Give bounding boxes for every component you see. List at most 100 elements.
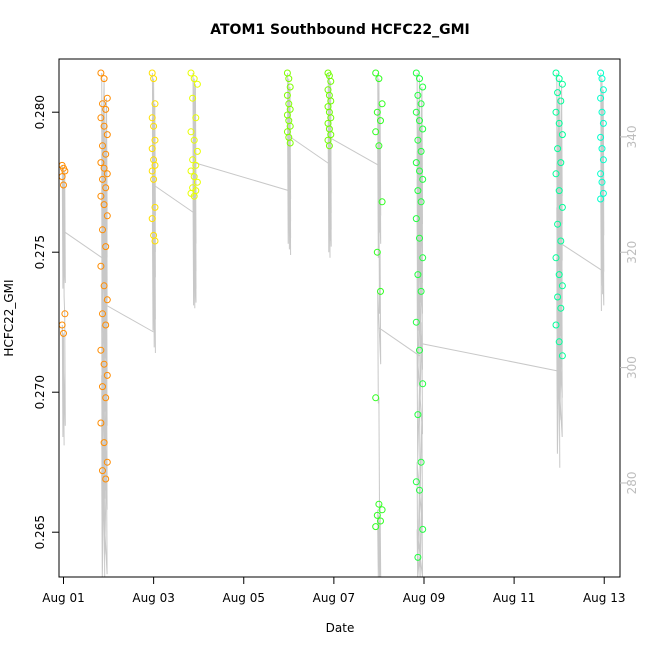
data-point bbox=[412, 318, 420, 326]
data-point bbox=[557, 304, 565, 312]
data-point bbox=[192, 161, 200, 169]
transit-line bbox=[103, 303, 154, 333]
data-point bbox=[102, 394, 110, 402]
data-point bbox=[557, 159, 565, 167]
y-tick-label: 0.270 bbox=[33, 375, 47, 409]
data-point bbox=[151, 136, 159, 144]
data-point bbox=[558, 352, 566, 360]
data-point bbox=[377, 117, 384, 125]
x-tick-label: Aug 09 bbox=[403, 591, 446, 605]
x-tick-label: Aug 07 bbox=[313, 591, 356, 605]
data-point bbox=[552, 170, 560, 178]
flight-track-line bbox=[327, 72, 332, 258]
data-point bbox=[414, 553, 422, 561]
data-point bbox=[150, 75, 158, 83]
data-point bbox=[412, 69, 420, 77]
data-point bbox=[150, 175, 158, 183]
y-axis-label: HCFC22_GMI bbox=[2, 279, 16, 356]
data-point bbox=[373, 511, 381, 519]
data-point bbox=[61, 310, 69, 318]
data-point bbox=[419, 380, 427, 388]
data-point bbox=[99, 310, 106, 318]
data-point bbox=[417, 147, 425, 155]
data-point bbox=[148, 114, 156, 122]
data-point bbox=[103, 458, 111, 466]
data-point bbox=[412, 478, 420, 486]
data-point bbox=[599, 119, 607, 127]
data-point bbox=[555, 271, 563, 279]
data-point bbox=[190, 136, 198, 144]
x-tick-label: Aug 13 bbox=[583, 591, 626, 605]
y-tick-label: 0.265 bbox=[33, 515, 47, 549]
data-point bbox=[417, 458, 425, 466]
data-point bbox=[190, 173, 198, 181]
flight-track-line bbox=[600, 72, 605, 312]
data-point bbox=[598, 145, 606, 153]
transit-line bbox=[153, 184, 195, 214]
data-point bbox=[102, 184, 110, 192]
data-point bbox=[193, 80, 201, 88]
data-point bbox=[103, 94, 111, 102]
data-point bbox=[558, 282, 566, 290]
data-point bbox=[372, 128, 380, 136]
data-point bbox=[327, 77, 335, 85]
data-point bbox=[558, 203, 566, 211]
data-point bbox=[102, 150, 110, 158]
data-point bbox=[416, 234, 423, 242]
data-point bbox=[552, 108, 560, 116]
data-point bbox=[102, 321, 110, 329]
plot-frame bbox=[58, 58, 621, 578]
data-point bbox=[554, 293, 562, 301]
connector-lines bbox=[61, 72, 605, 578]
data-point bbox=[148, 167, 156, 175]
data-point bbox=[187, 69, 195, 77]
x-axis-label: Date bbox=[326, 621, 355, 635]
data-point bbox=[558, 80, 566, 88]
data-point bbox=[327, 131, 335, 139]
data-point bbox=[416, 75, 423, 83]
data-point bbox=[597, 94, 605, 102]
data-point bbox=[419, 254, 427, 262]
data-point bbox=[598, 178, 606, 186]
data-point bbox=[99, 142, 106, 150]
data-point bbox=[99, 100, 106, 108]
data-point bbox=[414, 411, 422, 419]
data-point bbox=[151, 203, 159, 211]
data-point bbox=[557, 237, 565, 245]
y2-tick-label: 320 bbox=[625, 241, 639, 264]
data-point bbox=[412, 215, 420, 223]
data-point bbox=[416, 486, 423, 494]
data-point bbox=[103, 296, 111, 304]
data-point bbox=[419, 175, 427, 183]
data-point bbox=[102, 105, 110, 113]
flight-track-line bbox=[556, 72, 563, 468]
data-point bbox=[102, 243, 110, 251]
flight-track-line bbox=[61, 165, 66, 446]
data-point bbox=[598, 108, 606, 116]
data-point bbox=[414, 187, 422, 195]
data-point bbox=[99, 383, 106, 391]
data-point bbox=[372, 394, 380, 402]
transit-line bbox=[378, 327, 420, 357]
data-point bbox=[286, 139, 294, 147]
data-point bbox=[554, 89, 562, 97]
data-point bbox=[373, 248, 381, 256]
data-point bbox=[414, 271, 422, 279]
transit-line bbox=[194, 162, 289, 192]
data-point bbox=[286, 105, 294, 113]
data-point bbox=[412, 159, 420, 167]
y2-tick-label: 340 bbox=[625, 125, 639, 148]
data-point bbox=[97, 262, 105, 270]
data-point bbox=[60, 329, 67, 337]
data-point bbox=[375, 142, 383, 150]
data-point bbox=[372, 69, 380, 77]
data-point bbox=[97, 192, 105, 200]
y2-tick-label: 280 bbox=[625, 472, 639, 495]
data-point bbox=[599, 189, 607, 197]
data-point bbox=[61, 167, 69, 175]
data-point bbox=[375, 500, 383, 508]
flight-track-line bbox=[416, 72, 423, 578]
data-point bbox=[414, 136, 422, 144]
data-point bbox=[555, 75, 563, 83]
data-point bbox=[555, 119, 563, 127]
